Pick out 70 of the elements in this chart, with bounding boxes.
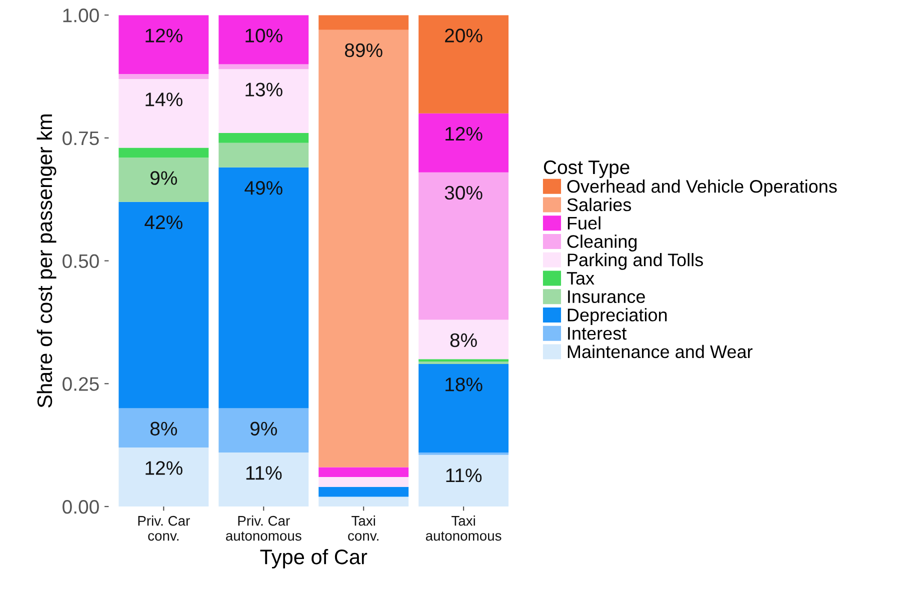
bar [218, 408, 309, 452]
legend-title: Cost Type [544, 160, 630, 178]
y-tick-label: 1.00 [63, 8, 99, 22]
bar [118, 15, 209, 74]
bar [118, 158, 209, 202]
bar [218, 15, 309, 64]
bar [118, 78, 209, 148]
bar [218, 69, 309, 134]
data-label: 49% [244, 180, 282, 195]
bar [318, 486, 409, 497]
bar [318, 496, 409, 507]
data-label: 12% [146, 28, 182, 42]
data-label: 89% [344, 43, 382, 58]
bar [418, 320, 509, 360]
bar [318, 477, 409, 487]
bar [118, 74, 209, 79]
bar [218, 452, 309, 507]
y-axis-title: Share of cost per passenger km [36, 114, 56, 408]
legend-label: Cleaning [567, 234, 637, 252]
bar [318, 30, 409, 468]
bar [418, 359, 509, 362]
data-label: 14% [146, 92, 182, 106]
bar [218, 64, 309, 70]
data-label: 12% [446, 126, 482, 141]
data-label: 9% [250, 422, 277, 436]
bar [118, 148, 209, 158]
legend-label: Overhead and Vehicle Operations [567, 180, 837, 196]
bar [118, 408, 209, 448]
bar [418, 364, 509, 452]
data-label: 9% [150, 171, 178, 185]
data-label: 8% [450, 333, 477, 348]
bar [418, 15, 509, 114]
data-label: 8% [150, 422, 178, 436]
bar [218, 142, 309, 168]
data-label: 13% [246, 82, 282, 96]
x-axis-title: Type of Car [260, 549, 368, 568]
data-label: 10% [246, 28, 282, 42]
y-tick-label: 0.75 [62, 131, 99, 146]
bar [118, 202, 209, 408]
data-label: 42% [144, 215, 182, 230]
legend-label: Insurance [568, 290, 645, 304]
y-tick-label: 0.25 [62, 377, 99, 391]
legend-label: Parking and Tolls [568, 253, 703, 270]
x-tick-label: Priv. Car conv. [138, 516, 190, 541]
data-label: 30% [444, 186, 482, 200]
bar [418, 452, 509, 455]
legend-label: Salaries [567, 198, 632, 212]
bar [218, 133, 309, 143]
bar [318, 15, 409, 30]
legend-label: Maintenance and Wear [568, 344, 753, 358]
bar [118, 448, 209, 507]
bar [418, 172, 509, 320]
y-tick-label: 0.00 [62, 500, 99, 514]
x-tick-label: Taxi conv. [348, 516, 378, 541]
legend-label: Depreciation [568, 308, 667, 325]
data-label: 18% [446, 378, 482, 392]
legend-label: Fuel [568, 216, 600, 230]
bar [218, 167, 309, 408]
bar [418, 113, 509, 172]
y-tick-label: 0.50 [62, 254, 99, 268]
data-label: 11% [446, 468, 482, 482]
bar [418, 454, 509, 507]
data-label: 11% [246, 466, 282, 480]
x-tick-label: Priv. Car autonomous [226, 516, 302, 541]
bar [318, 467, 409, 478]
legend-label: Tax [566, 272, 594, 285]
legend-label: Interest [568, 327, 627, 340]
data-label: 12% [146, 461, 182, 475]
data-label: 20% [445, 28, 482, 42]
x-tick-label: Taxi autonomous [426, 516, 502, 541]
